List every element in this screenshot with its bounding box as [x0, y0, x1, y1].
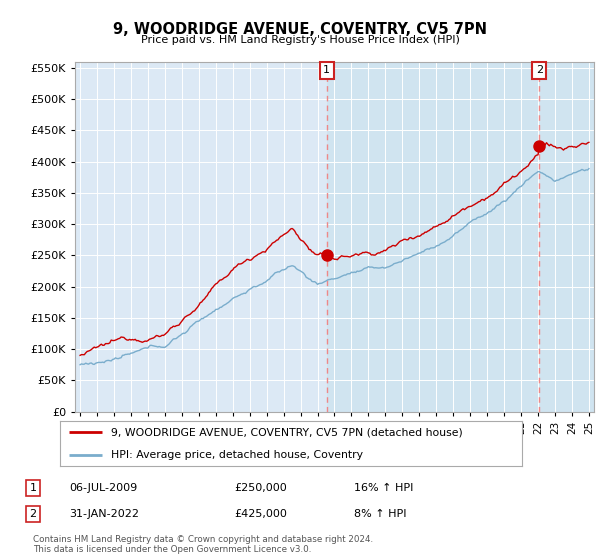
- Text: 9, WOODRIDGE AVENUE, COVENTRY, CV5 7PN (detached house): 9, WOODRIDGE AVENUE, COVENTRY, CV5 7PN (…: [111, 427, 463, 437]
- Text: £425,000: £425,000: [234, 509, 287, 519]
- Text: HPI: Average price, detached house, Coventry: HPI: Average price, detached house, Cove…: [111, 450, 363, 460]
- Text: 06-JUL-2009: 06-JUL-2009: [69, 483, 137, 493]
- Text: Price paid vs. HM Land Registry's House Price Index (HPI): Price paid vs. HM Land Registry's House …: [140, 35, 460, 45]
- Text: Contains HM Land Registry data © Crown copyright and database right 2024.
This d: Contains HM Land Registry data © Crown c…: [33, 535, 373, 554]
- Text: 31-JAN-2022: 31-JAN-2022: [69, 509, 139, 519]
- Text: 16% ↑ HPI: 16% ↑ HPI: [354, 483, 413, 493]
- Text: 2: 2: [29, 509, 37, 519]
- Text: £250,000: £250,000: [234, 483, 287, 493]
- Text: 1: 1: [323, 66, 330, 76]
- Text: 9, WOODRIDGE AVENUE, COVENTRY, CV5 7PN: 9, WOODRIDGE AVENUE, COVENTRY, CV5 7PN: [113, 22, 487, 38]
- Text: 1: 1: [29, 483, 37, 493]
- Text: 2: 2: [536, 66, 543, 76]
- Bar: [326, 62, 598, 412]
- Text: 8% ↑ HPI: 8% ↑ HPI: [354, 509, 407, 519]
